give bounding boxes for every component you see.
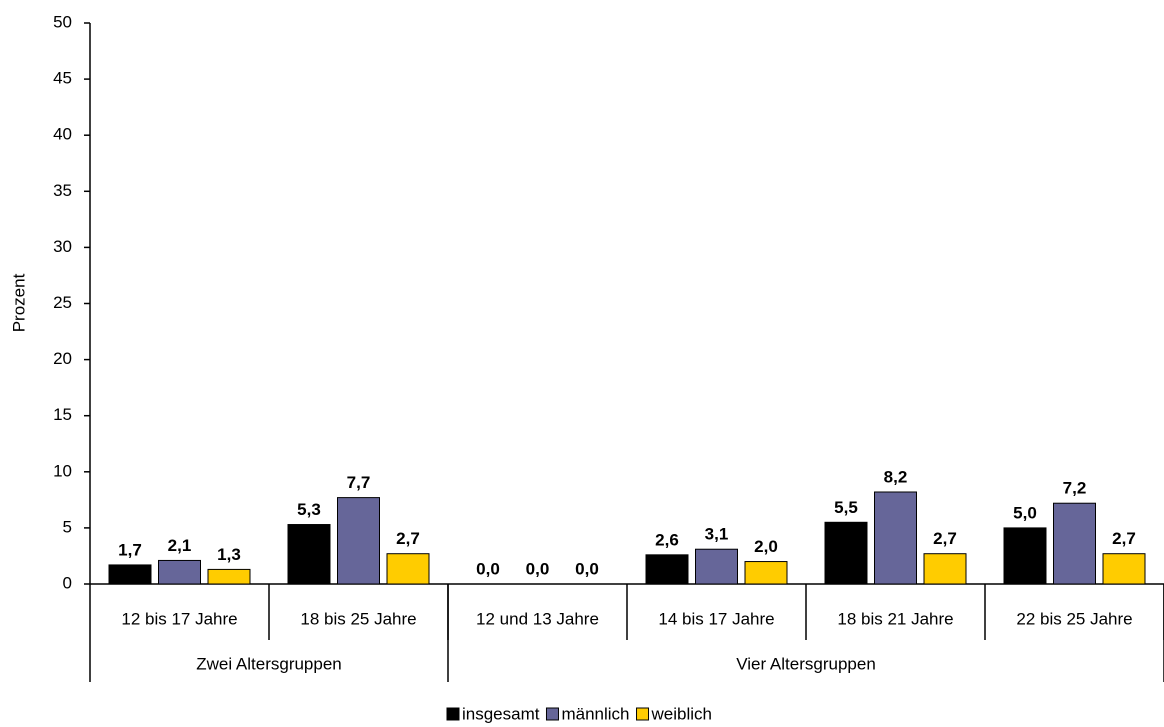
legend-swatch [636, 707, 650, 721]
bar [645, 554, 689, 585]
value-label: 2,1 [168, 536, 192, 555]
bar [824, 521, 868, 585]
value-label: 2,7 [933, 529, 957, 548]
bar [695, 548, 738, 585]
legend-label: insgesamt [462, 704, 540, 723]
x-tick-label: 14 bis 17 Jahre [658, 609, 774, 628]
y-tick-label: 15 [53, 405, 72, 424]
bar [1003, 527, 1047, 585]
y-tick-label: 30 [53, 237, 72, 256]
y-tick-label: 0 [63, 573, 72, 592]
value-label: 5,0 [1013, 503, 1037, 522]
legend-label: männlich [561, 704, 629, 723]
x-tick-label: 22 bis 25 Jahre [1016, 609, 1132, 628]
value-label: 7,7 [347, 473, 371, 492]
bar [207, 568, 251, 585]
y-tick-label: 10 [53, 461, 72, 480]
bar [337, 497, 380, 585]
group-label: Vier Altersgruppen [736, 654, 876, 673]
y-tick-label: 45 [53, 69, 72, 88]
y-tick-label: 5 [63, 517, 72, 536]
bar [1102, 553, 1146, 585]
legend-swatch [545, 707, 559, 721]
legend-swatch [446, 707, 460, 721]
value-label: 1,3 [217, 545, 241, 564]
bar [287, 524, 331, 585]
value-label: 0,0 [476, 559, 500, 578]
y-tick-label: 35 [53, 181, 72, 200]
value-label: 3,1 [705, 525, 729, 544]
value-label: 5,3 [297, 500, 321, 519]
group-label: Zwei Altersgruppen [196, 654, 342, 673]
value-label: 2,6 [655, 530, 679, 549]
y-tick-label: 25 [53, 293, 72, 312]
value-label: 0,0 [526, 559, 550, 578]
bar [108, 564, 152, 585]
bar [386, 553, 430, 585]
y-tick-label: 20 [53, 349, 72, 368]
value-label: 5,5 [834, 498, 858, 517]
legend-label: weiblich [651, 704, 712, 723]
bar [923, 553, 967, 585]
value-label: 2,0 [754, 537, 778, 556]
x-tick-label: 18 bis 25 Jahre [300, 609, 416, 628]
x-tick-label: 18 bis 21 Jahre [837, 609, 953, 628]
y-axis-label: Prozent [9, 273, 28, 332]
value-label: 1,7 [118, 540, 142, 559]
bar [744, 561, 788, 585]
value-label: 0,0 [575, 559, 599, 578]
bar [874, 491, 917, 585]
bar [158, 559, 201, 585]
y-tick-label: 50 [53, 12, 72, 31]
value-label: 7,2 [1063, 479, 1087, 498]
y-tick-label: 40 [53, 125, 72, 144]
bar [1053, 502, 1096, 585]
value-label: 2,7 [1112, 529, 1136, 548]
x-tick-label: 12 und 13 Jahre [476, 609, 599, 628]
x-tick-label: 12 bis 17 Jahre [121, 609, 237, 628]
value-label: 8,2 [884, 467, 908, 486]
value-label: 2,7 [396, 529, 420, 548]
